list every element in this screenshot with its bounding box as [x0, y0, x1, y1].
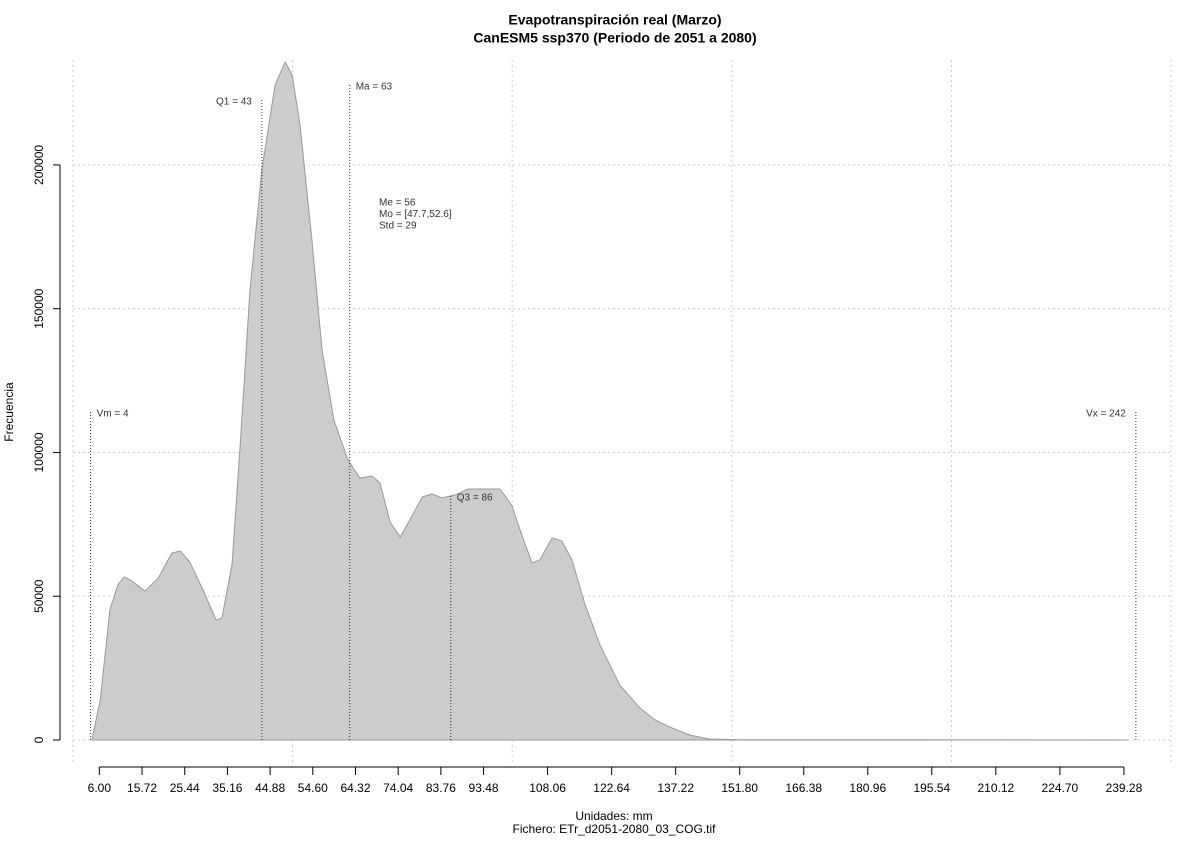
stat-label: Me = 56	[379, 198, 416, 209]
x-tick-label: 35.16	[212, 781, 242, 795]
stat-label: Std = 29	[379, 221, 417, 232]
y-tick-label: 50000	[32, 579, 46, 613]
x-axis-label: Unidades: mm	[575, 809, 652, 823]
annotation-label: Q3 = 86	[457, 493, 493, 504]
y-tick-label: 150000	[32, 288, 46, 328]
x-tick-label: 93.48	[469, 781, 499, 795]
annotation-label: Ma = 63	[356, 82, 393, 93]
density-area	[91, 60, 1128, 741]
y-tick-label: 200000	[32, 145, 46, 185]
x-tick-label: 64.32	[340, 781, 370, 795]
x-tick-label: 74.04	[383, 781, 413, 795]
annotation-label: Q1 = 43	[216, 97, 252, 108]
x-tick-label: 83.76	[426, 781, 456, 795]
x-tick-label: 15.72	[127, 781, 157, 795]
caption: Fichero: ETr_d2051-2080_03_COG.tif	[513, 822, 717, 836]
x-tick-label: 108.06	[529, 781, 566, 795]
y-tick-label: 0	[32, 736, 46, 743]
x-tick-label: 180.96	[849, 781, 886, 795]
x-tick-label: 137.22	[657, 781, 694, 795]
x-tick-label: 224.70	[1042, 781, 1079, 795]
y-axis-label: Frecuencia	[2, 382, 16, 442]
x-tick-label: 239.28	[1106, 781, 1143, 795]
stat-label: Mo = [47.7,52.6]	[379, 209, 452, 220]
x-tick-label: 54.60	[298, 781, 328, 795]
annotation-label: Vx = 242	[1086, 409, 1126, 420]
x-tick-label: 166.38	[785, 781, 822, 795]
x-tick-label: 44.88	[255, 781, 285, 795]
annotation-label: Vm = 4	[97, 409, 129, 420]
y-tick-label: 100000	[32, 432, 46, 472]
x-tick-label: 122.64	[593, 781, 630, 795]
x-tick-label: 210.12	[977, 781, 1014, 795]
x-tick-label: 6.00	[88, 781, 112, 795]
x-tick-label: 25.44	[170, 781, 200, 795]
chart-subtitle: CanESM5 ssp370 (Periodo de 2051 a 2080)	[473, 30, 756, 46]
x-tick-label: 195.54	[913, 781, 950, 795]
x-tick-label: 151.80	[721, 781, 758, 795]
chart-title: Evapotranspiración real (Marzo)	[508, 12, 721, 28]
